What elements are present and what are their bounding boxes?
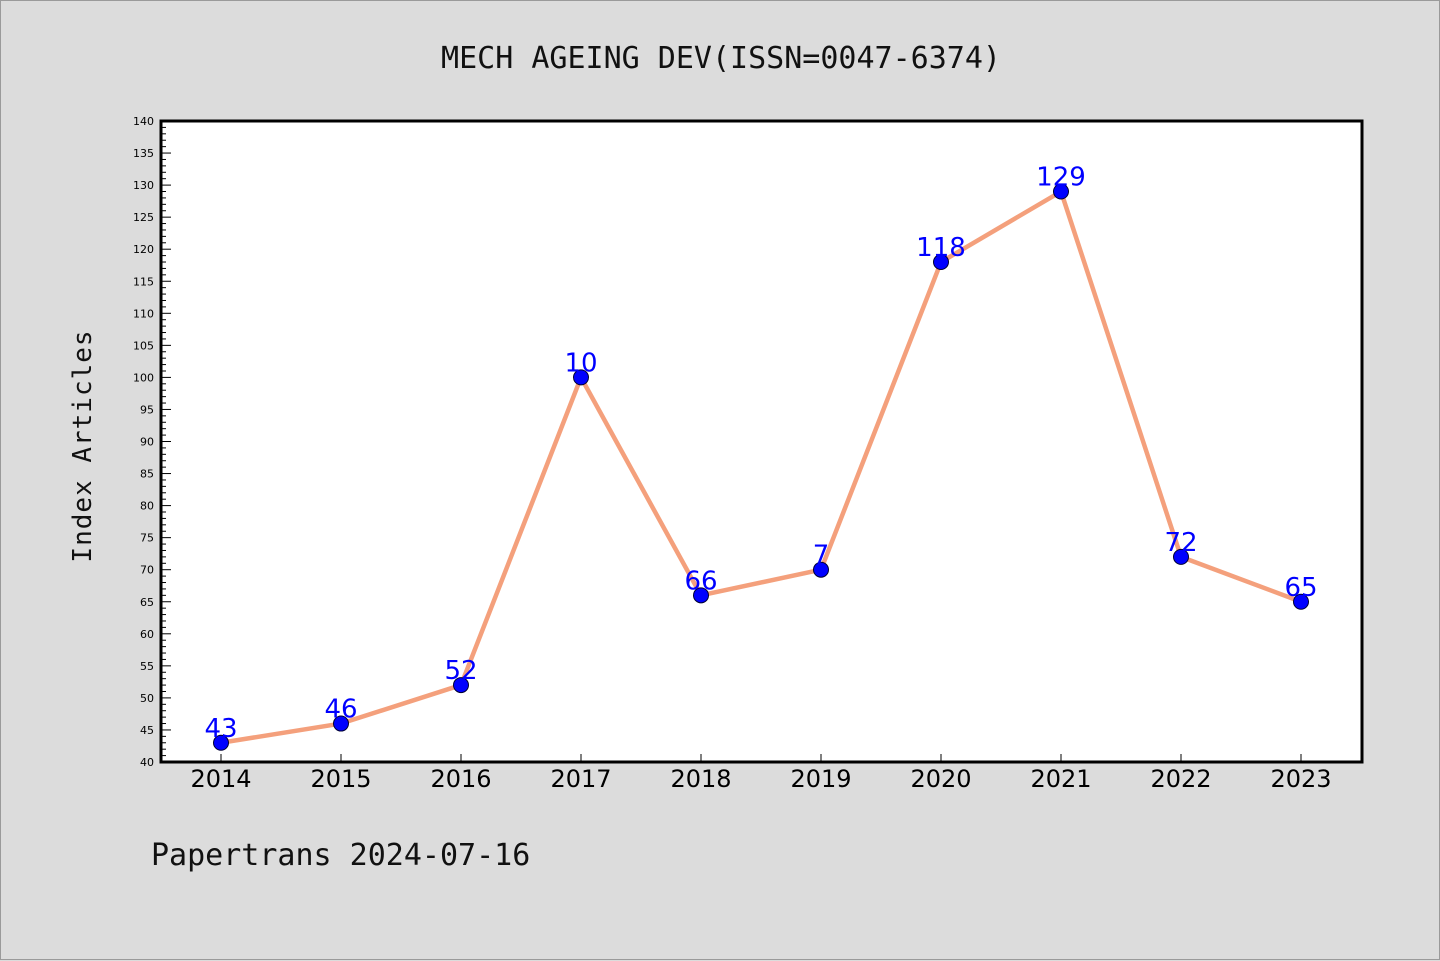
- data-label: 10: [564, 348, 597, 378]
- data-label: 65: [1284, 573, 1317, 603]
- y-tick-label: 60: [140, 628, 154, 641]
- data-label: 52: [444, 656, 477, 686]
- series-line-group: 43 46 52 10 66 7 118 129 72 65: [204, 163, 1318, 751]
- data-label: 46: [324, 695, 357, 725]
- plot-area: [159, 119, 1364, 764]
- y-axis: 40 45 50 55 60 65 70 75 80 85 90 95 100 105 110 115 120 1…: [133, 115, 171, 769]
- x-tick-label: 2018: [670, 765, 731, 793]
- data-label: 129: [1036, 163, 1086, 193]
- x-tick-label: 2019: [790, 765, 851, 793]
- x-tick-label: 2021: [1030, 765, 1091, 793]
- x-tick-label: 2014: [190, 765, 251, 793]
- series-line: [218, 189, 1304, 746]
- y-tick-label: 105: [133, 339, 154, 352]
- data-label: 72: [1164, 528, 1197, 558]
- x-tick-label: 2015: [310, 765, 371, 793]
- data-point: [813, 561, 829, 578]
- y-tick-label: 110: [133, 307, 154, 320]
- data-point: [573, 369, 589, 386]
- x-tick-label: 2023: [1270, 765, 1331, 793]
- x-tick-label: 2020: [910, 765, 971, 793]
- data-point: [213, 734, 229, 751]
- x-axis: 2014 2015 2016 2017 2018 2019 2020 2021 2022 2023: [190, 754, 1332, 793]
- x-tick-label: 2016: [430, 765, 491, 793]
- y-tick-label: 65: [140, 596, 154, 609]
- y-tick-label: 80: [140, 500, 154, 513]
- data-point: [1293, 593, 1309, 610]
- y-tick-label: 130: [133, 179, 154, 192]
- y-tick-label: 140: [133, 115, 154, 128]
- y-tick-label: 70: [140, 564, 154, 577]
- y-tick-label: 120: [133, 243, 154, 256]
- x-tick-label: 2022: [1150, 765, 1211, 793]
- y-tick-label: 85: [140, 468, 154, 481]
- y-tick-label: 125: [133, 211, 154, 224]
- data-point: [1053, 183, 1069, 200]
- data-label: 7: [813, 541, 830, 571]
- y-tick-label: 50: [140, 692, 154, 705]
- data-point: [333, 715, 349, 732]
- y-tick-label: 135: [133, 147, 154, 160]
- chart-title: MECH AGEING DEV(ISSN=0047-6374): [441, 41, 1001, 76]
- y-tick-label: 40: [140, 756, 154, 769]
- y-tick-label: 95: [140, 403, 154, 416]
- data-point: [1173, 548, 1189, 565]
- data-point: [933, 254, 949, 271]
- x-tick-label: 2017: [550, 765, 611, 793]
- y-axis-label: Index Articles: [68, 329, 98, 562]
- data-label: 43: [204, 714, 237, 744]
- data-label: 118: [916, 233, 966, 263]
- y-tick-label: 90: [140, 436, 154, 449]
- footer-credit: Papertrans 2024-07-16: [151, 838, 530, 873]
- data-label: 66: [684, 566, 717, 596]
- y-tick-label: 75: [140, 532, 154, 545]
- data-point: [453, 677, 469, 694]
- y-tick-label: 45: [140, 724, 154, 737]
- y-tick-label: 55: [140, 660, 154, 673]
- y-tick-label: 115: [133, 275, 154, 288]
- y-tick-label: 100: [133, 371, 154, 384]
- data-point: [693, 587, 709, 604]
